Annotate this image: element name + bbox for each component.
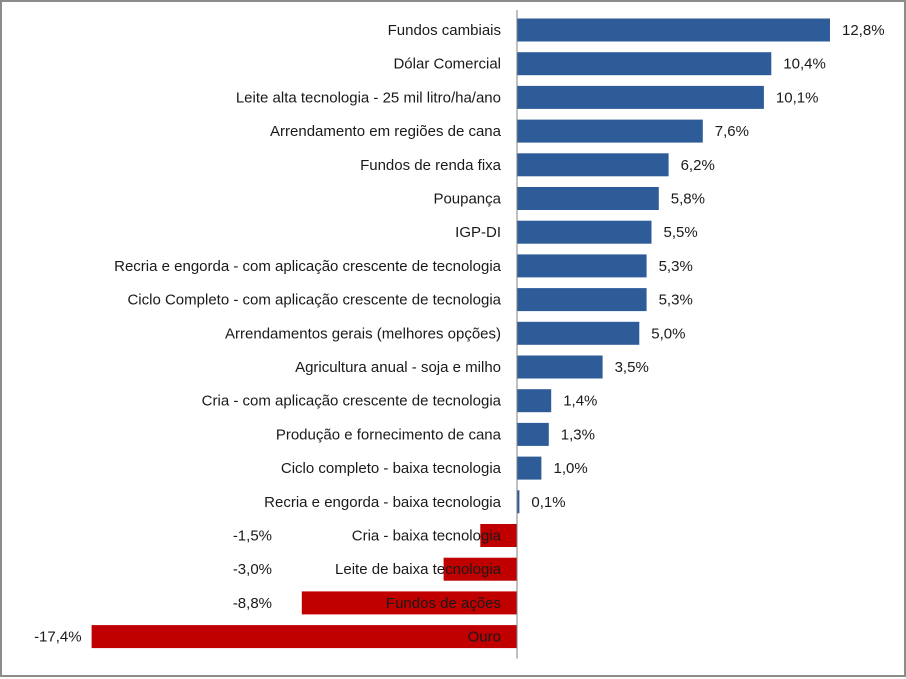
value-label: 5,0% bbox=[651, 325, 685, 342]
category-label: Leite de baixa tecnologia bbox=[335, 561, 502, 578]
category-label: Fundos de renda fixa bbox=[360, 157, 502, 174]
bar-17 bbox=[301, 591, 517, 615]
category-label: Fundos de ações bbox=[386, 595, 501, 612]
category-label: Fundos cambiais bbox=[388, 22, 501, 39]
category-label: Poupança bbox=[433, 191, 501, 208]
value-label: 10,1% bbox=[776, 89, 819, 106]
value-label: -17,4% bbox=[34, 629, 82, 646]
bar-9 bbox=[517, 321, 640, 345]
value-label: 0,1% bbox=[531, 494, 565, 511]
bar-15 bbox=[480, 524, 517, 547]
category-label: Recria e engorda - com aplicação crescen… bbox=[114, 258, 502, 275]
bar-0 bbox=[517, 18, 830, 42]
category-label: Recria e engorda - baixa tecnologia bbox=[264, 494, 501, 511]
value-label: -8,8% bbox=[233, 595, 272, 612]
value-label: 1,0% bbox=[554, 460, 588, 477]
category-label: Cria - baixa tecnologia bbox=[352, 528, 502, 545]
bar-18 bbox=[91, 625, 517, 649]
value-label: 6,2% bbox=[681, 157, 715, 174]
value-label: 10,4% bbox=[783, 56, 826, 73]
bar-2 bbox=[517, 85, 764, 109]
value-label: 1,3% bbox=[561, 426, 595, 443]
value-label: -3,0% bbox=[233, 561, 272, 578]
value-label: 3,5% bbox=[615, 359, 649, 376]
bar-11 bbox=[517, 389, 552, 413]
bar-1 bbox=[517, 52, 772, 76]
category-label: Agricultura anual - soja e milho bbox=[295, 359, 501, 376]
value-label: -1,5% bbox=[233, 528, 272, 545]
bar-10 bbox=[517, 355, 603, 379]
bar-5 bbox=[517, 187, 659, 210]
bar-14 bbox=[517, 490, 520, 514]
value-label: 5,3% bbox=[659, 258, 693, 275]
category-label: Produção e fornecimento de cana bbox=[276, 426, 502, 443]
bar-16 bbox=[443, 557, 517, 581]
value-label: 5,8% bbox=[671, 191, 705, 208]
value-label: 5,5% bbox=[664, 224, 698, 241]
value-label: 1,4% bbox=[563, 393, 597, 410]
category-label: Ciclo Completo - com aplicação crescente… bbox=[127, 292, 501, 309]
bar-6 bbox=[517, 220, 652, 244]
category-label: Arrendamentos gerais (melhores opções) bbox=[225, 325, 501, 342]
value-label: 12,8% bbox=[842, 22, 885, 39]
value-label: 5,3% bbox=[659, 292, 693, 309]
bar-7 bbox=[517, 254, 647, 278]
category-label: Arrendamento em regiões de cana bbox=[270, 123, 502, 140]
bar-13 bbox=[517, 456, 542, 480]
bar-12 bbox=[517, 422, 549, 446]
value-label: 7,6% bbox=[715, 123, 749, 140]
bar-3 bbox=[517, 119, 703, 143]
category-label: Ouro bbox=[468, 629, 501, 646]
bar-4 bbox=[517, 153, 669, 177]
category-label: IGP-DI bbox=[455, 224, 501, 241]
category-label: Cria - com aplicação crescente de tecnol… bbox=[202, 393, 502, 410]
category-label: Leite alta tecnologia - 25 mil litro/ha/… bbox=[236, 89, 501, 106]
category-label: Ciclo completo - baixa tecnologia bbox=[281, 460, 502, 477]
bar-8 bbox=[517, 288, 647, 312]
category-label: Dólar Comercial bbox=[393, 56, 501, 73]
